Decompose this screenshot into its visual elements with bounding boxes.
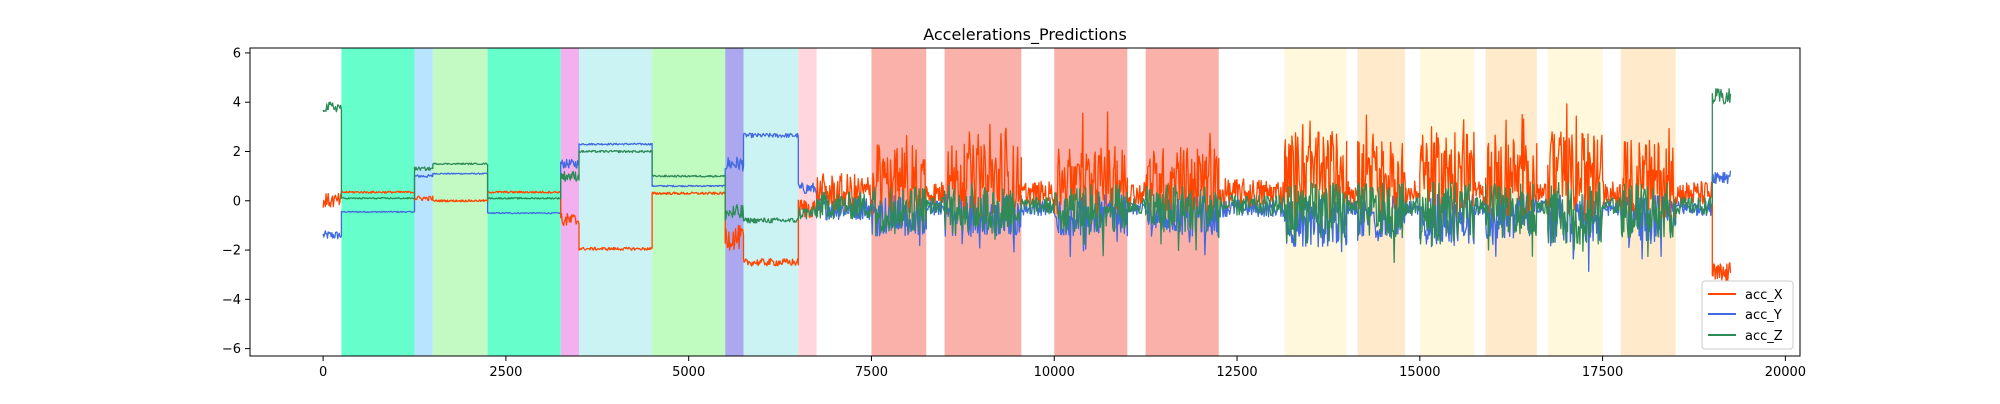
y-tick-label: 2 xyxy=(233,145,241,160)
series-line-acc_Y xyxy=(322,132,1732,273)
prediction-band-6 xyxy=(579,48,653,356)
prediction-band-4 xyxy=(487,48,561,356)
prediction-band-10 xyxy=(798,48,817,356)
x-tick-label: 10000 xyxy=(1034,365,1075,380)
x-tick-label: 2500 xyxy=(489,365,522,380)
series-line-acc_X xyxy=(322,103,1732,285)
legend-label-acc-y: acc_Y xyxy=(1745,308,1782,323)
x-tick-label: 7500 xyxy=(855,365,888,380)
prediction-band-9 xyxy=(743,48,799,356)
y-tick-label: 4 xyxy=(233,96,241,111)
legend-box xyxy=(1701,280,1794,350)
chart-title: Accelerations_Predictions xyxy=(923,25,1127,45)
legend-label-acc-x: acc_X xyxy=(1745,288,1783,303)
prediction-band-7 xyxy=(652,48,726,356)
legend: acc_X acc_Y acc_Z xyxy=(1701,280,1794,350)
x-tick-label: 17500 xyxy=(1582,365,1623,380)
prediction-band-1 xyxy=(341,48,415,356)
x-tick-label: 20000 xyxy=(1765,365,1806,380)
prediction-band-2 xyxy=(414,48,433,356)
y-tick-label: −6 xyxy=(222,342,241,357)
legend-label-acc-z: acc_Z xyxy=(1745,329,1783,344)
y-tick-label: 0 xyxy=(233,194,241,209)
y-tick-label: −2 xyxy=(222,244,241,259)
prediction-band-8 xyxy=(725,48,744,356)
prediction-band-5 xyxy=(560,48,580,356)
series-line-acc_Z xyxy=(322,88,1732,263)
y-tick-label: 6 xyxy=(233,46,241,61)
y-axis: −6 −4 −2 0 2 4 6 xyxy=(222,46,250,357)
y-tick-label: −4 xyxy=(222,293,241,308)
x-axis: 0 2500 5000 7500 10000 12500 15000 17500 20000 xyxy=(319,356,1806,380)
x-tick-label: 0 xyxy=(319,365,327,380)
x-tick-label: 15000 xyxy=(1399,365,1440,380)
x-tick-label: 12500 xyxy=(1216,365,1257,380)
x-tick-label: 5000 xyxy=(672,365,705,380)
series-lines xyxy=(322,88,1732,285)
plot-frame xyxy=(249,47,1801,357)
